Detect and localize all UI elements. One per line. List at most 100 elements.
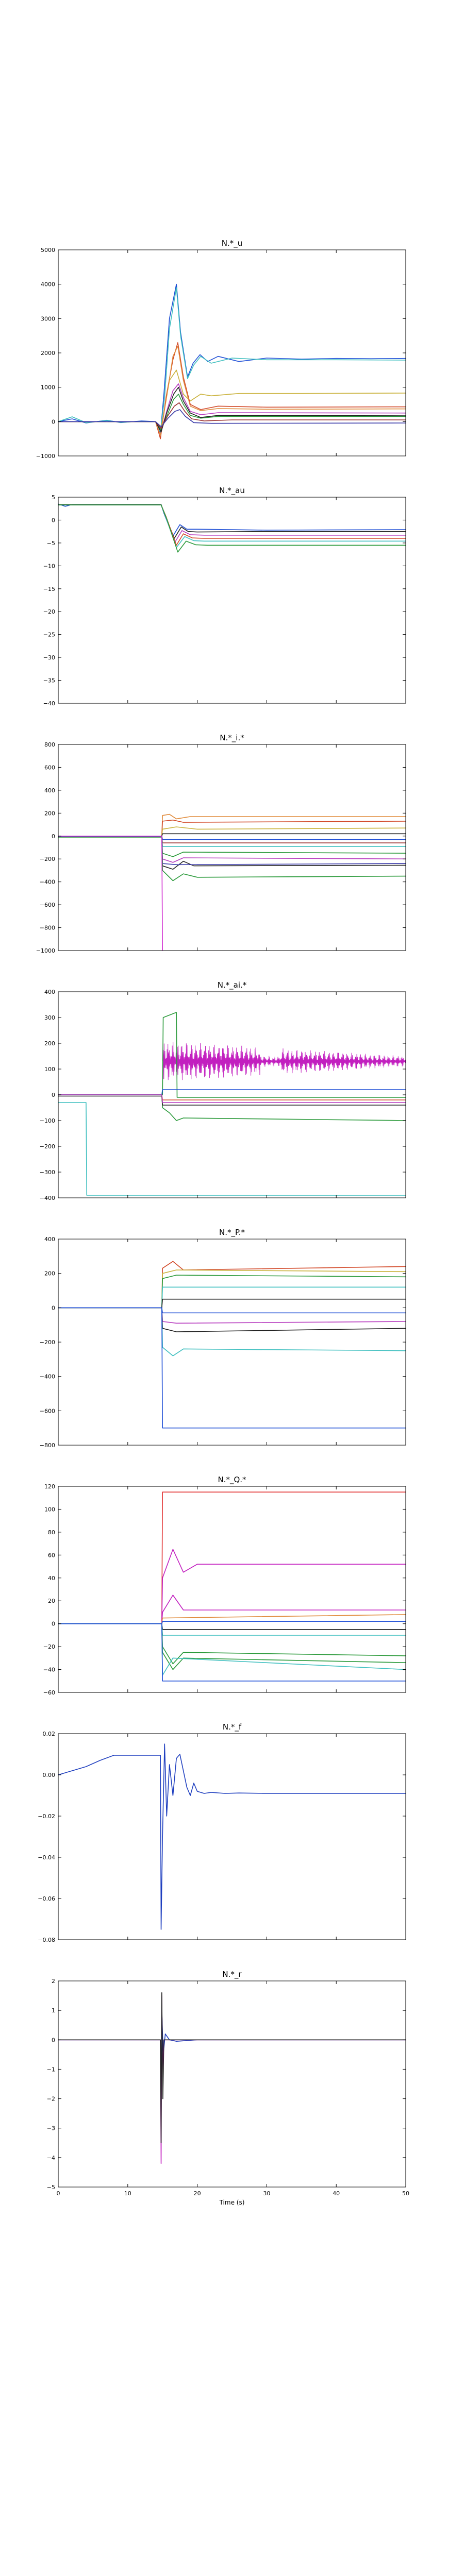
series-line-9 xyxy=(58,1307,406,1357)
series-line-7 xyxy=(58,1307,406,1324)
axes-frame xyxy=(58,1486,406,1693)
y-tick-label: 40 xyxy=(48,1575,55,1582)
y-tick-label: −60 xyxy=(43,1689,55,1696)
y-tick-label: −400 xyxy=(40,879,55,886)
series-line-3 xyxy=(58,1595,406,1624)
y-tick-label: −40 xyxy=(43,700,55,707)
chart-title: N.*_Q.* xyxy=(218,1475,246,1485)
y-tick-label: −4 xyxy=(47,2155,55,2161)
y-tick-label: −40 xyxy=(43,1667,55,1673)
x-tick-label: 20 xyxy=(194,2190,201,2197)
y-tick-label: 1000 xyxy=(41,384,55,391)
y-tick-label: −0.04 xyxy=(38,1854,55,1861)
y-tick-label: −25 xyxy=(43,632,55,638)
series-line-6 xyxy=(58,1623,406,1630)
x-tick-label: 10 xyxy=(124,2190,131,2197)
series-line-1 xyxy=(58,2010,406,2084)
series-line-8 xyxy=(58,1307,406,1332)
y-tick-label: 5 xyxy=(52,494,55,501)
chart-title: N.*_i.* xyxy=(220,733,244,743)
y-tick-label: −5 xyxy=(47,2184,55,2191)
series-line-3 xyxy=(58,1992,406,2144)
chart-title: N.*_ai.* xyxy=(218,980,247,990)
y-tick-label: 300 xyxy=(44,1014,55,1021)
y-tick-label: 800 xyxy=(44,741,55,748)
y-tick-label: 0 xyxy=(52,418,55,425)
y-tick-label: −200 xyxy=(40,1339,55,1346)
y-tick-label: −600 xyxy=(40,902,55,908)
y-tick-label: −400 xyxy=(40,1374,55,1380)
x-tick-label: 40 xyxy=(333,2190,340,2197)
series-line-13 xyxy=(58,835,163,951)
y-tick-label: 0 xyxy=(52,1304,55,1311)
series-line-3 xyxy=(58,504,406,543)
series-line-1 xyxy=(58,1492,406,1624)
y-tick-label: −2 xyxy=(47,2096,55,2103)
series-line-3 xyxy=(58,1275,406,1309)
plot-area xyxy=(58,283,406,439)
axes-frame xyxy=(58,1239,406,1446)
series-line-4 xyxy=(58,1614,406,1624)
y-tick-label: −10 xyxy=(43,563,55,569)
y-tick-label: −15 xyxy=(43,586,55,592)
chart-panel-3: N.*_i.* −1000 −800 −600 −400 −200 0 200 400 600 80… xyxy=(36,733,406,954)
y-tick-label: −0.06 xyxy=(38,1895,55,1902)
series-line-9 xyxy=(58,402,406,429)
series-line-7 xyxy=(58,1102,406,1196)
y-tick-label: 2 xyxy=(52,1978,55,1985)
oscillating-series xyxy=(162,1042,406,1080)
series-line-10 xyxy=(58,1623,406,1676)
chart-panel-7: N.*_f −0.08 −0.06 −0.04 −0.02 0.00 0.02 xyxy=(38,1722,406,1943)
series-line-10 xyxy=(58,1307,406,1429)
y-tick-label: 600 xyxy=(44,764,55,771)
y-tick-label: 1 xyxy=(52,2007,55,2014)
series-line-2 xyxy=(58,1549,406,1624)
y-tick-label: −20 xyxy=(43,608,55,615)
y-tick-label: −400 xyxy=(40,1195,55,1201)
x-tick-label: 30 xyxy=(263,2190,270,2197)
series-line-2 xyxy=(58,287,406,433)
axes-frame xyxy=(58,1980,406,2188)
y-tick-label: 400 xyxy=(44,787,55,794)
axes-frame xyxy=(58,744,406,951)
chart-panel-4: N.*_ai.* −400 −300 −200 −100 0 100 200 300 400 xyxy=(40,980,406,1201)
y-tick-label: 100 xyxy=(44,1506,55,1513)
x-tick-label: 50 xyxy=(402,2190,409,2197)
chart-title: N.*_f xyxy=(223,1722,242,1732)
plot-area xyxy=(58,503,406,553)
y-tick-label: −200 xyxy=(40,1143,55,1150)
x-tick-label: 0 xyxy=(57,2190,60,2197)
y-tick-label: 0 xyxy=(52,2037,55,2043)
series-line-6 xyxy=(58,504,406,553)
plot-area xyxy=(58,1492,406,1682)
chart-panel-6: N.*_Q.* −60 −40 −20 0 20 40 60 80 100 120 xyxy=(43,1475,406,1696)
y-tick-label: 400 xyxy=(44,989,55,995)
chart-title: N.*_r xyxy=(222,1970,242,1979)
series-line-6 xyxy=(58,1094,406,1103)
series-line-4 xyxy=(58,1089,406,1095)
series-line-3 xyxy=(58,826,406,837)
y-tick-label: −600 xyxy=(40,1408,55,1414)
y-tick-label: −5 xyxy=(47,540,55,547)
y-tick-label: −300 xyxy=(40,1169,55,1176)
series-line-2 xyxy=(58,1995,406,2164)
series-line-5 xyxy=(58,345,406,436)
chart-panel-1: N.*_u −1000 0 1000 2000 3000 4000 5000 xyxy=(36,239,406,460)
plot-area xyxy=(58,814,406,951)
chart-panel-5: N.*_P.* −800 −600 −400 −200 0 200 400 xyxy=(40,1228,406,1449)
plot-area xyxy=(58,1012,406,1196)
y-tick-label: 80 xyxy=(48,1529,55,1536)
y-tick-label: −1 xyxy=(47,2066,55,2073)
y-tick-label: −3 xyxy=(47,2125,55,2132)
y-tick-label: 200 xyxy=(44,1040,55,1047)
y-tick-label: 200 xyxy=(44,810,55,817)
series-line-9 xyxy=(58,1623,406,1670)
series-line-11 xyxy=(58,1623,406,1682)
chart-title: N.*_au xyxy=(219,486,245,496)
series-line-7 xyxy=(58,394,406,431)
series-line-1 xyxy=(58,283,406,434)
y-tick-label: −0.02 xyxy=(38,1813,55,1820)
y-tick-label: 0 xyxy=(52,1621,55,1628)
series-line-11 xyxy=(58,836,406,866)
